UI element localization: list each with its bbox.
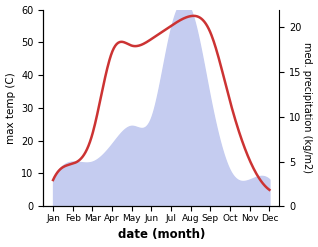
Y-axis label: max temp (C): max temp (C) <box>5 72 16 144</box>
X-axis label: date (month): date (month) <box>118 228 205 242</box>
Y-axis label: med. precipitation (kg/m2): med. precipitation (kg/m2) <box>302 42 313 173</box>
